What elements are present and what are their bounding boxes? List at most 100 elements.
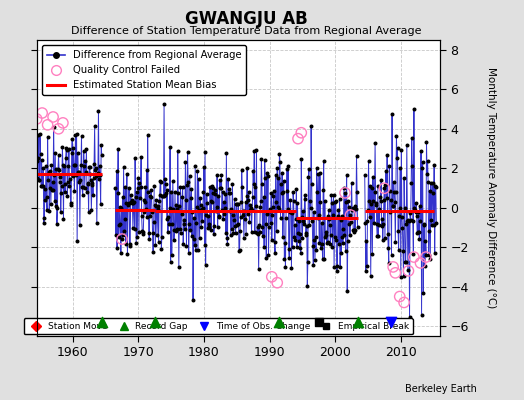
Point	[125, 241, 134, 247]
Point	[134, 174, 143, 181]
Point	[384, 230, 392, 237]
Point	[137, 213, 146, 220]
Point	[201, 262, 210, 268]
Point	[91, 166, 100, 173]
Point	[350, 227, 358, 234]
Point	[280, 178, 288, 185]
Point	[111, 185, 119, 191]
Point	[233, 222, 242, 228]
Point	[117, 205, 126, 211]
Point	[34, 132, 42, 138]
Point	[378, 236, 387, 243]
Point	[400, 175, 408, 182]
Point	[272, 228, 281, 234]
Point	[417, 148, 425, 154]
Point	[370, 189, 379, 195]
Point	[346, 212, 355, 218]
Point	[245, 188, 253, 195]
Point	[64, 162, 73, 169]
Point	[61, 188, 69, 195]
Point	[57, 209, 65, 215]
Point	[387, 252, 396, 258]
Point	[369, 198, 378, 204]
Point	[333, 268, 341, 274]
Point	[62, 144, 70, 151]
Point	[179, 184, 187, 190]
Point	[204, 213, 213, 220]
Point	[311, 256, 319, 263]
Point	[387, 319, 395, 325]
Point	[275, 206, 283, 212]
Point	[166, 205, 174, 212]
Point	[118, 236, 126, 242]
Point	[331, 234, 340, 240]
Point	[234, 201, 243, 208]
Point	[162, 216, 171, 223]
Point	[344, 197, 353, 204]
Point	[424, 179, 432, 186]
Point	[381, 235, 389, 241]
Point	[383, 195, 391, 202]
Point	[238, 184, 246, 190]
Point	[151, 242, 159, 248]
Point	[197, 224, 205, 230]
Point	[257, 156, 266, 162]
Point	[352, 206, 360, 212]
Point	[408, 163, 417, 170]
Point	[161, 181, 170, 188]
Point	[343, 288, 352, 294]
Point	[378, 216, 386, 222]
Point	[55, 166, 63, 173]
Point	[58, 183, 66, 189]
Point	[279, 188, 288, 195]
Point	[372, 200, 380, 206]
Point	[307, 123, 315, 130]
Point	[270, 238, 279, 245]
Point	[222, 230, 230, 236]
Point	[130, 198, 138, 205]
Point	[43, 207, 51, 214]
Point	[195, 235, 204, 241]
Point	[380, 196, 388, 203]
Point	[160, 101, 168, 108]
Point	[421, 238, 430, 244]
Point	[134, 185, 142, 191]
Point	[216, 185, 225, 191]
Point	[237, 167, 246, 173]
Point	[196, 202, 205, 208]
Point	[211, 187, 219, 193]
Point	[416, 203, 424, 210]
Point	[260, 244, 268, 250]
Point	[123, 251, 132, 257]
Point	[317, 245, 325, 252]
Point	[204, 225, 212, 231]
Point	[118, 236, 126, 242]
Point	[346, 212, 355, 218]
Point	[426, 256, 434, 262]
Point	[174, 190, 182, 196]
Point	[225, 190, 234, 196]
Point	[92, 164, 100, 171]
Point	[85, 163, 93, 170]
Point	[200, 242, 209, 248]
Point	[219, 189, 227, 195]
Point	[350, 229, 358, 235]
Point	[221, 205, 229, 211]
Point	[397, 147, 406, 154]
Point	[211, 191, 220, 197]
Point	[75, 222, 84, 228]
Point	[236, 227, 244, 234]
Point	[340, 232, 348, 238]
Point	[225, 190, 233, 197]
Point	[77, 162, 85, 168]
Point	[316, 198, 325, 205]
Point	[150, 183, 158, 189]
Point	[164, 214, 172, 220]
Point	[130, 226, 139, 233]
Point	[188, 209, 196, 216]
Point	[154, 206, 162, 212]
Point	[418, 312, 426, 318]
Point	[391, 189, 400, 195]
Point	[86, 171, 94, 177]
Point	[285, 254, 293, 261]
